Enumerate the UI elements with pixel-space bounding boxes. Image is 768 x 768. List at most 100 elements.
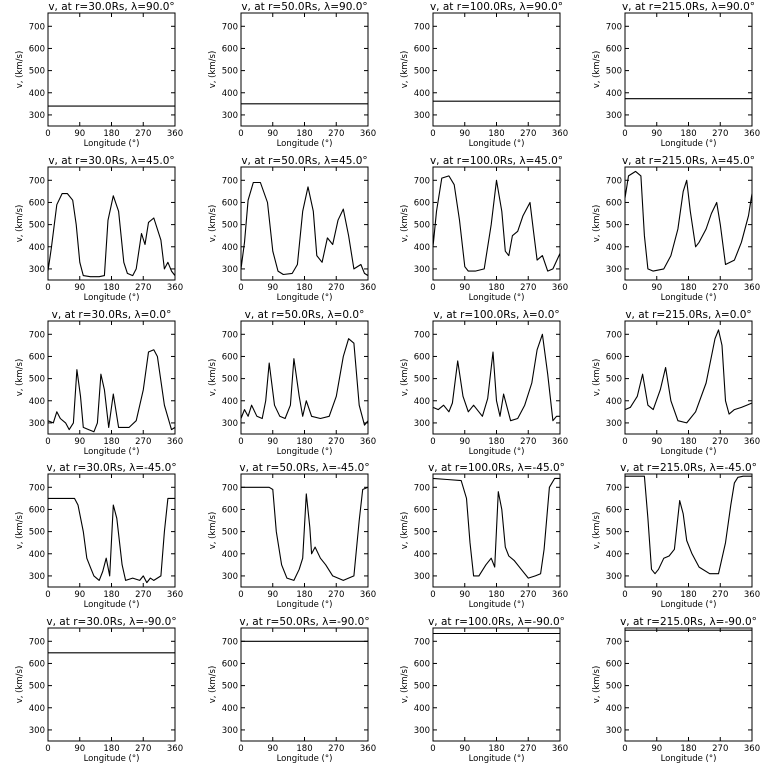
x-tick-label: 90 [267,590,278,600]
y-tick-label: 500 [29,375,45,385]
y-tick-label: 500 [222,221,238,231]
x-tick-label: 360 [744,744,760,754]
y-tick-label: 600 [414,198,430,208]
y-tick-label: 300 [606,265,622,275]
x-tick-label: 0 [45,590,50,600]
x-tick-label: 0 [45,744,50,754]
y-tick-label: 500 [414,682,430,692]
x-axis-label: Longitude (°) [277,600,333,610]
x-tick-label: 360 [167,437,183,447]
x-tick-label: 90 [267,129,278,139]
y-axis-label: v, (km/s) [400,666,410,704]
x-tick-label: 180 [488,437,504,447]
y-tick-label: 400 [29,550,45,560]
x-tick-label: 180 [296,283,312,293]
subplot-15: v, at r=215.0Rs, λ=-45.0° 0 90 180 270 360 300… [592,462,760,610]
x-tick-label: 90 [651,437,662,447]
subplot-1: v, at r=50.0Rs, λ=90.0° 0 90 180 270 360 300 40… [208,1,376,149]
x-axis-label: Longitude (°) [661,754,717,764]
y-tick-label: 300 [222,572,238,582]
y-tick-label: 600 [606,198,622,208]
y-tick-label: 600 [29,505,45,515]
subplot-8: v, at r=30.0Rs, λ=0.0° 0 90 180 270 360 300 400… [15,309,183,457]
x-axis-label: Longitude (°) [469,139,525,149]
subplot-10: v, at r=100.0Rs, λ=0.0° 0 90 180 270 360 300 40… [400,309,568,457]
x-tick-label: 270 [520,590,536,600]
plot-title: v, at r=50.0Rs, λ=0.0° [245,309,365,321]
y-tick-label: 300 [222,726,238,736]
x-tick-label: 0 [622,590,627,600]
y-tick-label: 700 [606,330,622,340]
x-tick-label: 0 [622,283,627,293]
y-axis-label: v, (km/s) [208,51,218,89]
x-tick-label: 270 [520,437,536,447]
y-tick-label: 600 [606,352,622,362]
x-axis-label: Longitude (°) [84,754,140,764]
y-tick-label: 600 [29,352,45,362]
y-tick-label: 700 [414,637,430,647]
series-line [625,475,752,575]
y-tick-label: 700 [29,330,45,340]
y-tick-label: 700 [606,22,622,32]
x-tick-label: 360 [552,744,568,754]
plot-title: v, at r=100.0Rs, λ=-90.0° [428,616,565,628]
y-tick-label: 400 [222,397,238,407]
x-tick-label: 90 [74,129,85,139]
y-tick-label: 500 [414,67,430,77]
x-tick-label: 360 [360,437,376,447]
x-tick-label: 0 [622,129,627,139]
series-line [240,181,369,277]
x-tick-label: 270 [712,129,728,139]
plot-frame [624,320,753,435]
y-tick-label: 500 [414,221,430,231]
y-tick-label: 400 [606,704,622,714]
subplot-17: v, at r=50.0Rs, λ=-90.0° 0 90 180 270 360 300 4… [208,616,376,764]
x-tick-label: 0 [430,744,435,754]
y-tick-label: 600 [414,352,430,362]
y-tick-label: 700 [414,22,430,32]
x-tick-label: 90 [459,744,470,754]
y-tick-label: 700 [606,637,622,647]
y-tick-label: 300 [222,265,238,275]
y-tick-label: 600 [414,44,430,54]
y-tick-label: 700 [222,176,238,186]
y-tick-label: 700 [606,483,622,493]
x-tick-label: 360 [552,437,568,447]
x-tick-label: 360 [744,590,760,600]
plot-frame [240,166,369,281]
x-tick-label: 270 [712,590,728,600]
y-tick-label: 600 [222,44,238,54]
x-tick-label: 90 [459,590,470,600]
series-line [624,329,753,424]
y-axis-label: v, (km/s) [592,51,602,89]
plot-frame [47,320,176,435]
subplot-11: v, at r=215.0Rs, λ=0.0° 0 90 180 270 360 300 40… [592,309,760,457]
y-tick-label: 400 [414,243,430,253]
x-tick-label: 0 [430,283,435,293]
y-tick-label: 400 [414,704,430,714]
plot-title: v, at r=215.0Rs, λ=0.0° [625,309,751,321]
y-tick-label: 400 [29,704,45,714]
y-tick-label: 300 [414,265,430,275]
subplot-19: v, at r=215.0Rs, λ=-90.0° 0 90 180 270 360 300… [592,616,760,764]
series-line [624,170,753,272]
x-axis-label: Longitude (°) [469,293,525,303]
x-axis-label: Longitude (°) [277,139,333,149]
series-line [432,333,560,422]
plot-title: v, at r=30.0Rs, λ=45.0° [48,155,174,167]
x-tick-label: 90 [74,590,85,600]
x-tick-label: 90 [651,129,662,139]
subplot-16: v, at r=30.0Rs, λ=-90.0° 0 90 180 270 360 300 4… [15,616,183,764]
subplot-6: v, at r=100.0Rs, λ=45.0° 0 90 180 270 360 300 4… [400,155,568,303]
y-tick-label: 500 [29,528,45,538]
y-tick-label: 300 [222,419,238,429]
y-tick-label: 600 [29,44,45,54]
x-tick-label: 180 [103,437,119,447]
y-tick-label: 300 [414,726,430,736]
subplot-13: v, at r=50.0Rs, λ=-45.0° 0 90 180 270 360 300 4… [208,462,376,610]
plot-title: v, at r=215.0Rs, λ=-45.0° [620,462,757,474]
y-tick-label: 400 [606,397,622,407]
plot-frame [432,627,561,742]
x-tick-label: 270 [135,437,151,447]
